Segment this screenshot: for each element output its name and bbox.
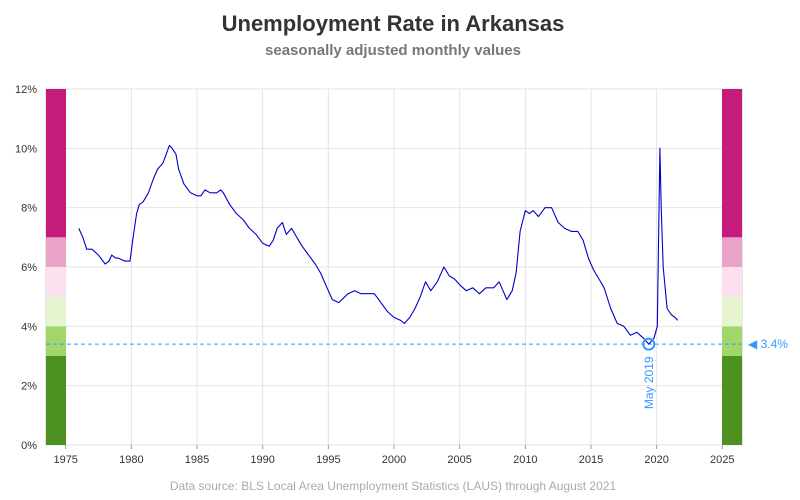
y-tick-label-8: 8%	[21, 203, 37, 215]
band-left-1	[46, 326, 66, 356]
x-tick-label-2015: 2015	[579, 454, 603, 466]
color-bands-left	[46, 89, 66, 445]
x-tick-label-2020: 2020	[644, 454, 668, 466]
band-left-0	[46, 356, 66, 445]
marker-label: May 2019	[642, 356, 656, 409]
series-line-arkansas	[78, 144, 679, 345]
band-right-2	[722, 296, 742, 327]
chart-subtitle: seasonally adjusted monthly values	[265, 42, 521, 59]
band-left-5	[46, 89, 66, 238]
y-tick-label-0: 0%	[21, 440, 37, 452]
x-tick-label-1985: 1985	[185, 454, 209, 466]
x-tick-label-1980: 1980	[119, 454, 143, 466]
y-grid	[46, 88, 742, 446]
y-tick-label-12: 12%	[15, 84, 37, 96]
band-left-2	[46, 296, 66, 327]
chart-title: Unemployment Rate in Arkansas	[222, 11, 565, 36]
band-right-0	[722, 356, 742, 445]
x-tick-label-2000: 2000	[382, 454, 406, 466]
y-tick-label-2: 2%	[21, 381, 37, 393]
band-right-5	[722, 89, 742, 238]
x-tick-label-2010: 2010	[513, 454, 537, 466]
band-left-4	[46, 237, 66, 267]
x-tick-label-1995: 1995	[316, 454, 340, 466]
y-tick-label-6: 6%	[21, 262, 37, 274]
band-right-3	[722, 267, 742, 297]
band-right-1	[722, 326, 742, 356]
x-tick-label-2025: 2025	[710, 454, 734, 466]
color-bands-right	[722, 89, 742, 445]
y-tick-label-10: 10%	[15, 143, 37, 155]
band-right-4	[722, 237, 742, 267]
band-left-3	[46, 267, 66, 297]
data-source-note: Data source: BLS Local Area Unemployment…	[170, 479, 617, 493]
x-axis-ticks: 1975 1980 1985 1990 1995 2000 2005 2010 2015 2020…	[53, 445, 735, 466]
x-tick-label-2005: 2005	[447, 454, 471, 466]
reference-label: ◀ 3.4%	[748, 337, 788, 351]
x-tick-label-1975: 1975	[53, 454, 77, 466]
y-axis-ticks: 0% 2% 4% 6% 8% 10% 12%	[15, 84, 37, 452]
y-tick-label-4: 4%	[21, 321, 37, 333]
x-tick-label-1990: 1990	[250, 454, 274, 466]
min-marker	[642, 337, 656, 351]
